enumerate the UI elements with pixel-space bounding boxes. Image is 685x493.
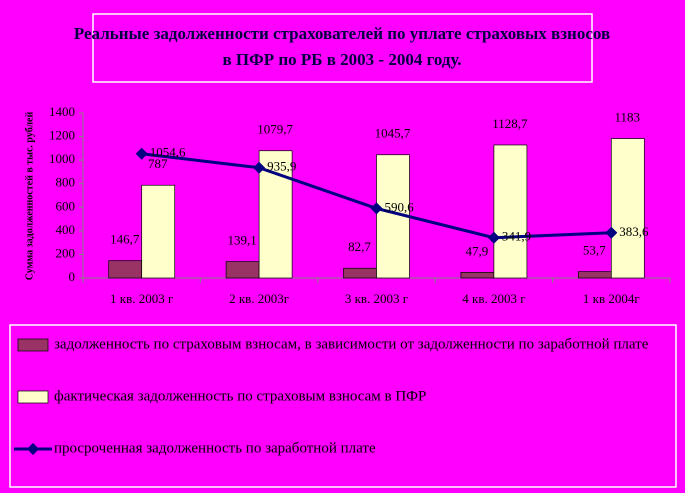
bar (225, 261, 260, 279)
data-label: 341,9 (502, 229, 531, 244)
data-label: 787 (148, 156, 168, 171)
bar (577, 271, 612, 279)
x-tick-label: 2 кв. 2003г (229, 291, 289, 306)
data-label: 383,6 (619, 224, 649, 239)
marker (370, 202, 383, 215)
data-label: 935,9 (267, 159, 296, 174)
x-tick-label: 3 кв. 2003 г (345, 291, 408, 306)
bar (493, 144, 528, 279)
data-label: 590,6 (385, 199, 415, 214)
chart-title: Реальные задолженности страхователей по … (74, 24, 610, 69)
marker (487, 231, 500, 244)
x-tick-label: 1 кв 2004г (583, 291, 640, 306)
bar (258, 150, 293, 279)
data-label: 139,1 (227, 233, 256, 248)
title-box (92, 13, 593, 83)
data-label: 1045,7 (375, 126, 411, 141)
y-tick-label: 0 (69, 269, 76, 284)
y-tick-label: 200 (56, 245, 76, 260)
legend-label: фактическая задолженность по страховым в… (54, 388, 426, 404)
legend-label: просроченная задолженность по заработной… (54, 440, 376, 456)
y-tick-label: 1000 (49, 151, 75, 166)
data-label: 82,7 (348, 239, 371, 254)
bar (108, 260, 143, 279)
legend-swatch (17, 390, 49, 404)
y-tick-label: 800 (56, 175, 76, 190)
data-label: 47,9 (466, 243, 489, 258)
y-tick-label: 400 (56, 222, 76, 237)
data-label: 1079,7 (257, 122, 293, 137)
bar (610, 138, 645, 279)
x-tick-label: 4 кв. 2003 г (462, 291, 525, 306)
data-label: 53,7 (583, 243, 606, 258)
y-tick-label: 1400 (49, 104, 75, 119)
marker (605, 226, 618, 239)
x-tick-label: 1 кв. 2003 г (110, 291, 173, 306)
bar (141, 184, 176, 279)
legend-swatch (27, 443, 39, 455)
marker (135, 147, 148, 160)
y-axis-label: Сумма задолженностей в тыс. рублей (24, 112, 35, 281)
marker (253, 161, 266, 174)
legend-box (9, 324, 677, 488)
data-label: 146,7 (110, 232, 140, 247)
data-label: 1183 (615, 110, 641, 125)
legend-label: задолженность по страховым взносам, в за… (54, 336, 649, 352)
y-tick-label: 1200 (49, 128, 75, 143)
data-label: 1054,6 (150, 145, 186, 160)
bar (460, 272, 495, 279)
bar (343, 267, 377, 279)
legend-swatch (17, 338, 49, 352)
y-tick-label: 600 (56, 198, 76, 213)
data-label: 1128,7 (492, 116, 528, 131)
